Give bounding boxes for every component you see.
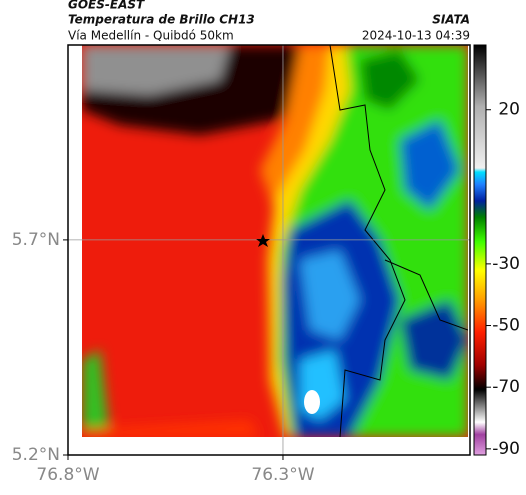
subtitle: Vía Medellín - Quibdó 50km xyxy=(68,29,234,43)
y-tick-label: 5.2°N xyxy=(12,445,60,465)
title: Temperatura de Brillo CH13 xyxy=(68,13,255,27)
satellite-image xyxy=(82,45,468,437)
colorbar-label: -70 xyxy=(492,377,520,397)
location-star xyxy=(256,234,270,247)
x-tick-label: 76.3°W xyxy=(251,465,314,485)
source: GOES-EAST xyxy=(68,0,145,12)
colorbar-label: 20 xyxy=(498,100,520,120)
colorbar xyxy=(473,44,487,456)
colorbar-label: -50 xyxy=(492,316,520,336)
timestamp: 2024-10-13 04:39 xyxy=(362,29,470,43)
colorbar-label: -30 xyxy=(492,254,520,274)
y-tick-label: 5.7°N xyxy=(12,230,60,250)
brand: SIATA xyxy=(432,13,470,27)
colorbar-label: -90 xyxy=(492,439,520,459)
x-tick-label: 76.8°W xyxy=(36,465,99,485)
map-frame xyxy=(67,44,471,456)
graticule xyxy=(68,45,470,455)
